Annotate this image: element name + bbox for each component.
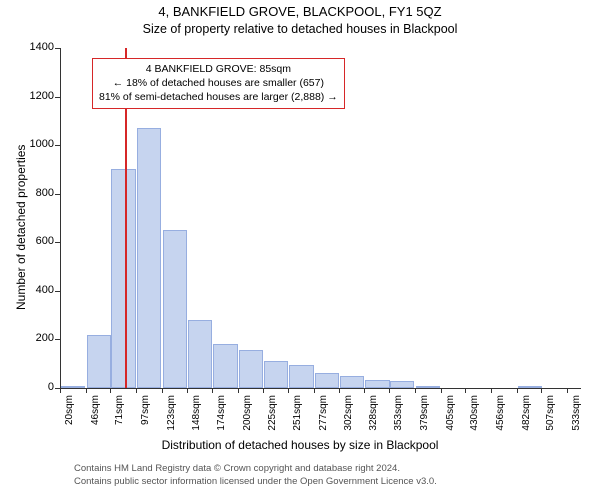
x-tick-label: 405sqm (445, 395, 456, 445)
callout-line: 81% of semi-detached houses are larger (… (99, 90, 338, 104)
x-tick-label: 302sqm (343, 395, 354, 445)
histogram-bar (213, 344, 237, 388)
histogram-bar (264, 361, 288, 388)
y-tick-label: 0 (18, 381, 54, 393)
y-tick-label: 400 (18, 284, 54, 296)
chart-title: 4, BANKFIELD GROVE, BLACKPOOL, FY1 5QZ (0, 4, 600, 19)
x-tick-mark (339, 388, 340, 393)
y-tick-mark (55, 339, 60, 340)
histogram-bar (87, 335, 111, 388)
chart-subtitle: Size of property relative to detached ho… (0, 22, 600, 36)
x-tick-label: 71sqm (114, 395, 125, 445)
x-tick-label: 174sqm (216, 395, 227, 445)
histogram-bar (518, 386, 542, 388)
histogram-bar (163, 230, 187, 388)
x-tick-mark (212, 388, 213, 393)
y-tick-label: 1000 (18, 138, 54, 150)
x-tick-label: 97sqm (140, 395, 151, 445)
x-tick-label: 277sqm (318, 395, 329, 445)
x-tick-label: 430sqm (469, 395, 480, 445)
y-tick-mark (55, 48, 60, 49)
x-tick-mark (517, 388, 518, 393)
x-tick-mark (541, 388, 542, 393)
y-tick-label: 800 (18, 187, 54, 199)
y-tick-mark (55, 242, 60, 243)
x-tick-label: 251sqm (292, 395, 303, 445)
histogram-bar (239, 350, 263, 388)
x-tick-mark (288, 388, 289, 393)
histogram-bar (137, 128, 161, 388)
y-tick-label: 1200 (18, 90, 54, 102)
x-tick-label: 123sqm (166, 395, 177, 445)
x-tick-mark (364, 388, 365, 393)
histogram-bar (61, 386, 85, 388)
histogram-bar (390, 381, 414, 388)
y-tick-mark (55, 97, 60, 98)
x-tick-mark (86, 388, 87, 393)
callout-box: 4 BANKFIELD GROVE: 85sqm← 18% of detache… (92, 58, 345, 109)
x-tick-label: 456sqm (495, 395, 506, 445)
y-tick-mark (55, 194, 60, 195)
histogram-bar (111, 169, 135, 388)
x-tick-mark (389, 388, 390, 393)
x-tick-mark (465, 388, 466, 393)
x-tick-label: 353sqm (393, 395, 404, 445)
x-tick-label: 533sqm (571, 395, 582, 445)
x-tick-mark (441, 388, 442, 393)
x-tick-mark (187, 388, 188, 393)
histogram-bar (416, 386, 440, 388)
x-tick-mark (60, 388, 61, 393)
x-tick-mark (263, 388, 264, 393)
x-tick-label: 200sqm (242, 395, 253, 445)
x-tick-label: 148sqm (191, 395, 202, 445)
footer-line-2: Contains public sector information licen… (74, 476, 437, 487)
x-tick-mark (567, 388, 568, 393)
y-tick-label: 1400 (18, 41, 54, 53)
histogram-bar (289, 365, 313, 388)
x-tick-mark (491, 388, 492, 393)
histogram-bar (340, 376, 364, 388)
x-tick-mark (314, 388, 315, 393)
x-tick-label: 507sqm (545, 395, 556, 445)
x-tick-mark (110, 388, 111, 393)
footer-line-1: Contains HM Land Registry data © Crown c… (74, 463, 400, 474)
histogram-bar (365, 380, 389, 389)
histogram-bar (315, 373, 339, 388)
x-tick-label: 482sqm (521, 395, 532, 445)
x-tick-label: 46sqm (90, 395, 101, 445)
chart-container: 4, BANKFIELD GROVE, BLACKPOOL, FY1 5QZ S… (0, 0, 600, 500)
x-tick-mark (136, 388, 137, 393)
y-tick-mark (55, 145, 60, 146)
y-tick-mark (55, 291, 60, 292)
x-tick-label: 328sqm (368, 395, 379, 445)
x-tick-mark (162, 388, 163, 393)
callout-line: ← 18% of detached houses are smaller (65… (99, 76, 338, 90)
x-tick-mark (238, 388, 239, 393)
x-tick-mark (415, 388, 416, 393)
x-tick-label: 225sqm (267, 395, 278, 445)
callout-line: 4 BANKFIELD GROVE: 85sqm (99, 62, 338, 76)
x-tick-label: 20sqm (64, 395, 75, 445)
y-tick-label: 600 (18, 235, 54, 247)
x-tick-label: 379sqm (419, 395, 430, 445)
y-tick-label: 200 (18, 332, 54, 344)
histogram-bar (188, 320, 212, 388)
